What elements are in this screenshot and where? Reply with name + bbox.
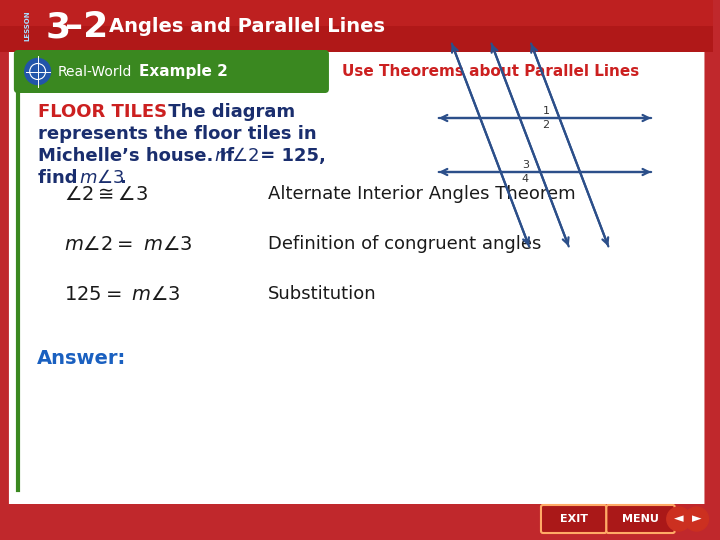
Text: 4: 4: [522, 174, 529, 184]
Text: Example 2: Example 2: [139, 64, 228, 79]
Text: –2: –2: [66, 10, 109, 44]
Bar: [0, 0, 714, 26]
Text: FLOOR TILES: FLOOR TILES: [37, 103, 167, 121]
Text: $\angle 2 \cong \angle 3$: $\angle 2 \cong \angle 3$: [64, 185, 148, 204]
Text: Substitution: Substitution: [268, 285, 376, 303]
Text: Definition of congruent angles: Definition of congruent angles: [268, 235, 541, 253]
Text: $m\angle 2$: $m\angle 2$: [214, 147, 259, 165]
Circle shape: [667, 507, 690, 531]
Circle shape: [24, 58, 50, 84]
Text: 2: 2: [542, 120, 549, 130]
Bar: [0, 0, 714, 52]
Text: $m\angle 3$: $m\angle 3$: [79, 169, 125, 187]
FancyBboxPatch shape: [14, 50, 329, 93]
Text: .: .: [119, 169, 126, 187]
Text: $m\angle 2 = \ m\angle 3$: $m\angle 2 = \ m\angle 3$: [64, 234, 193, 253]
Text: Michelle’s house. If: Michelle’s house. If: [37, 147, 240, 165]
FancyBboxPatch shape: [541, 505, 606, 533]
Text: LESSON: LESSON: [24, 11, 31, 42]
Circle shape: [685, 507, 708, 531]
Text: $125 = \ m\angle 3$: $125 = \ m\angle 3$: [64, 285, 181, 303]
Text: 3: 3: [45, 10, 71, 44]
Bar: [0, 504, 714, 540]
Text: ◄: ◄: [674, 512, 683, 525]
Text: Answer:: Answer:: [37, 349, 126, 368]
Text: 1: 1: [542, 106, 549, 116]
Text: MENU: MENU: [621, 514, 659, 524]
Text: EXIT: EXIT: [559, 514, 588, 524]
FancyBboxPatch shape: [9, 49, 704, 533]
Text: ►: ►: [692, 512, 701, 525]
Text: Real-World: Real-World: [58, 64, 132, 78]
Text: represents the floor tiles in: represents the floor tiles in: [37, 125, 316, 143]
Text: 3: 3: [522, 160, 528, 170]
Text: Angles and Parallel Lines: Angles and Parallel Lines: [109, 17, 385, 36]
Text: Alternate Interior Angles Theorem: Alternate Interior Angles Theorem: [268, 185, 575, 203]
Text: = 125,: = 125,: [253, 147, 325, 165]
Text: Use Theorems about Parallel Lines: Use Theorems about Parallel Lines: [342, 64, 639, 79]
FancyBboxPatch shape: [606, 505, 675, 533]
Text: The diagram: The diagram: [163, 103, 296, 121]
Text: find: find: [37, 169, 84, 187]
